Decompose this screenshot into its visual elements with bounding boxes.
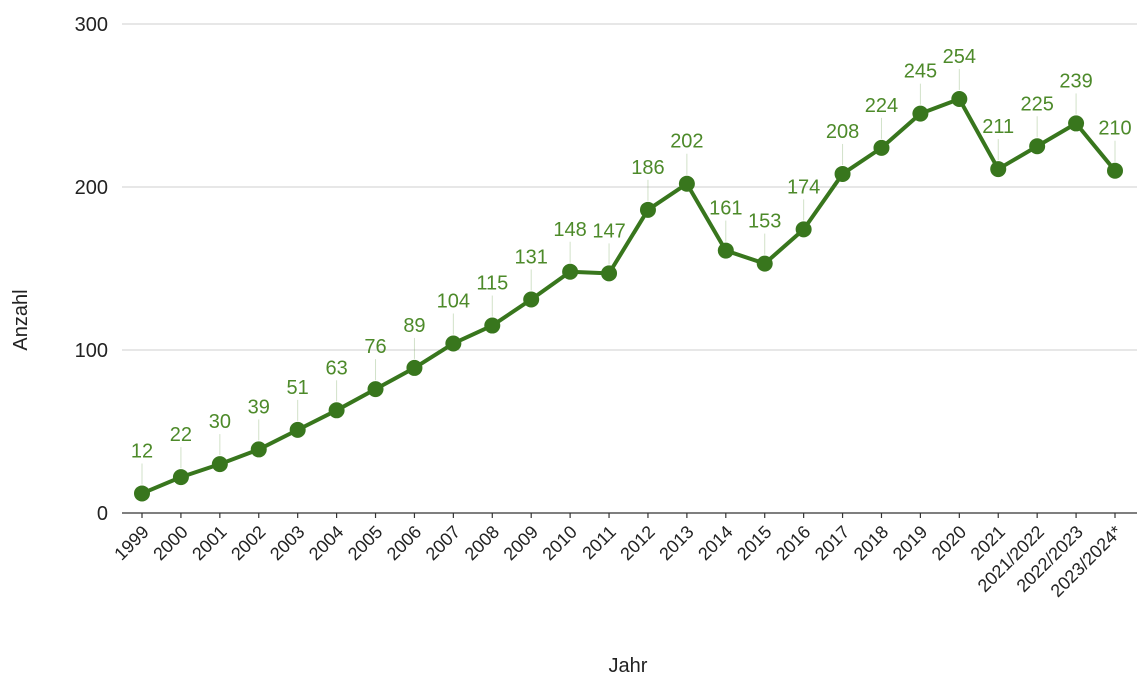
data-point: [756, 255, 773, 272]
label-leaders: [141, 68, 1116, 485]
x-tick-label: 2015: [733, 522, 775, 564]
x-tick-label: 2017: [811, 522, 853, 564]
data-point: [484, 317, 501, 334]
data-label: 147: [592, 220, 625, 242]
gridlines: [122, 23, 1137, 351]
x-tick-label: 2003: [266, 522, 308, 564]
x-tick-label: 1999: [110, 522, 152, 564]
data-point: [678, 175, 695, 192]
x-tick-label: 2016: [772, 522, 814, 564]
x-tick-label: 2013: [655, 522, 697, 564]
data-point: [289, 421, 306, 438]
data-label: 153: [748, 211, 781, 233]
y-tick-label: 0: [97, 503, 108, 525]
data-label: 202: [670, 131, 703, 153]
x-tick-label: 2012: [616, 522, 658, 564]
x-tick-label: 2002: [227, 522, 269, 564]
series: [134, 90, 1123, 502]
x-tick-label: 2008: [461, 522, 503, 564]
data-label: 224: [865, 95, 898, 117]
x-tick-label: 2006: [383, 522, 425, 564]
axis-titles: Anzahl Jahr: [10, 289, 648, 677]
x-tick-label: 2009: [500, 522, 542, 564]
data-label: 210: [1098, 118, 1131, 140]
data-point: [172, 469, 189, 486]
data-label: 254: [943, 46, 976, 68]
data-point: [250, 441, 267, 458]
data-point: [367, 381, 384, 398]
x-tick-label: 2011: [578, 522, 620, 564]
data-point: [328, 402, 345, 419]
data-point: [1029, 138, 1046, 155]
y-tick-label: 300: [75, 14, 108, 36]
y-axis-title: Anzahl: [10, 289, 32, 350]
x-tick-label: 2018: [850, 522, 892, 564]
y-tick-label: 200: [75, 177, 108, 199]
data-point: [523, 291, 540, 308]
data-point: [912, 105, 929, 122]
data-point: [990, 161, 1007, 178]
data-label: 76: [364, 336, 386, 358]
data-point: [445, 335, 462, 352]
data-point: [834, 165, 851, 182]
x-tick-label: 2014: [694, 522, 736, 564]
data-point: [1068, 115, 1085, 132]
data-label: 239: [1059, 70, 1092, 92]
x-tick-label: 2019: [889, 522, 931, 564]
x-tick-label: 2007: [422, 522, 464, 564]
x-tick-label: 2001: [188, 522, 230, 564]
data-label: 115: [476, 273, 508, 295]
data-label: 63: [325, 357, 347, 379]
data-point: [406, 359, 423, 376]
data-point: [211, 456, 228, 473]
data-label: 161: [709, 198, 742, 220]
data-label: 22: [170, 424, 192, 446]
data-label: 12: [131, 440, 153, 462]
y-tick-label: 100: [75, 340, 108, 362]
data-point: [134, 485, 150, 502]
series-line: [140, 96, 1117, 496]
data-label: 104: [437, 290, 470, 312]
data-point: [639, 201, 656, 218]
data-label: 186: [631, 157, 664, 179]
data-label: 245: [904, 61, 937, 83]
data-point: [873, 139, 890, 156]
x-tick-label: 2000: [149, 522, 191, 564]
data-label: 51: [287, 377, 309, 399]
data-point: [601, 265, 618, 282]
x-tick-label: 2005: [344, 522, 386, 564]
data-label: 131: [515, 246, 548, 268]
data-point: [795, 221, 812, 238]
data-label: 30: [209, 411, 231, 433]
x-axis-title: Jahr: [609, 655, 648, 677]
data-point: [951, 90, 968, 107]
data-label: 89: [403, 315, 425, 337]
data-label: 208: [826, 121, 859, 143]
data-label: 211: [982, 116, 1014, 138]
data-point: [717, 242, 734, 259]
x-tick-label: 2010: [538, 522, 580, 564]
data-point: [1107, 162, 1123, 179]
x-tick-label: 2004: [305, 522, 347, 564]
data-label: 39: [248, 396, 270, 418]
data-label: 148: [553, 219, 586, 241]
data-label: 174: [787, 176, 820, 198]
x-tick-label: 2020: [928, 522, 970, 564]
axes: 0100200300199920002001200220032004200520…: [75, 14, 1137, 601]
data-label: 225: [1020, 93, 1053, 115]
data-point: [562, 263, 579, 280]
